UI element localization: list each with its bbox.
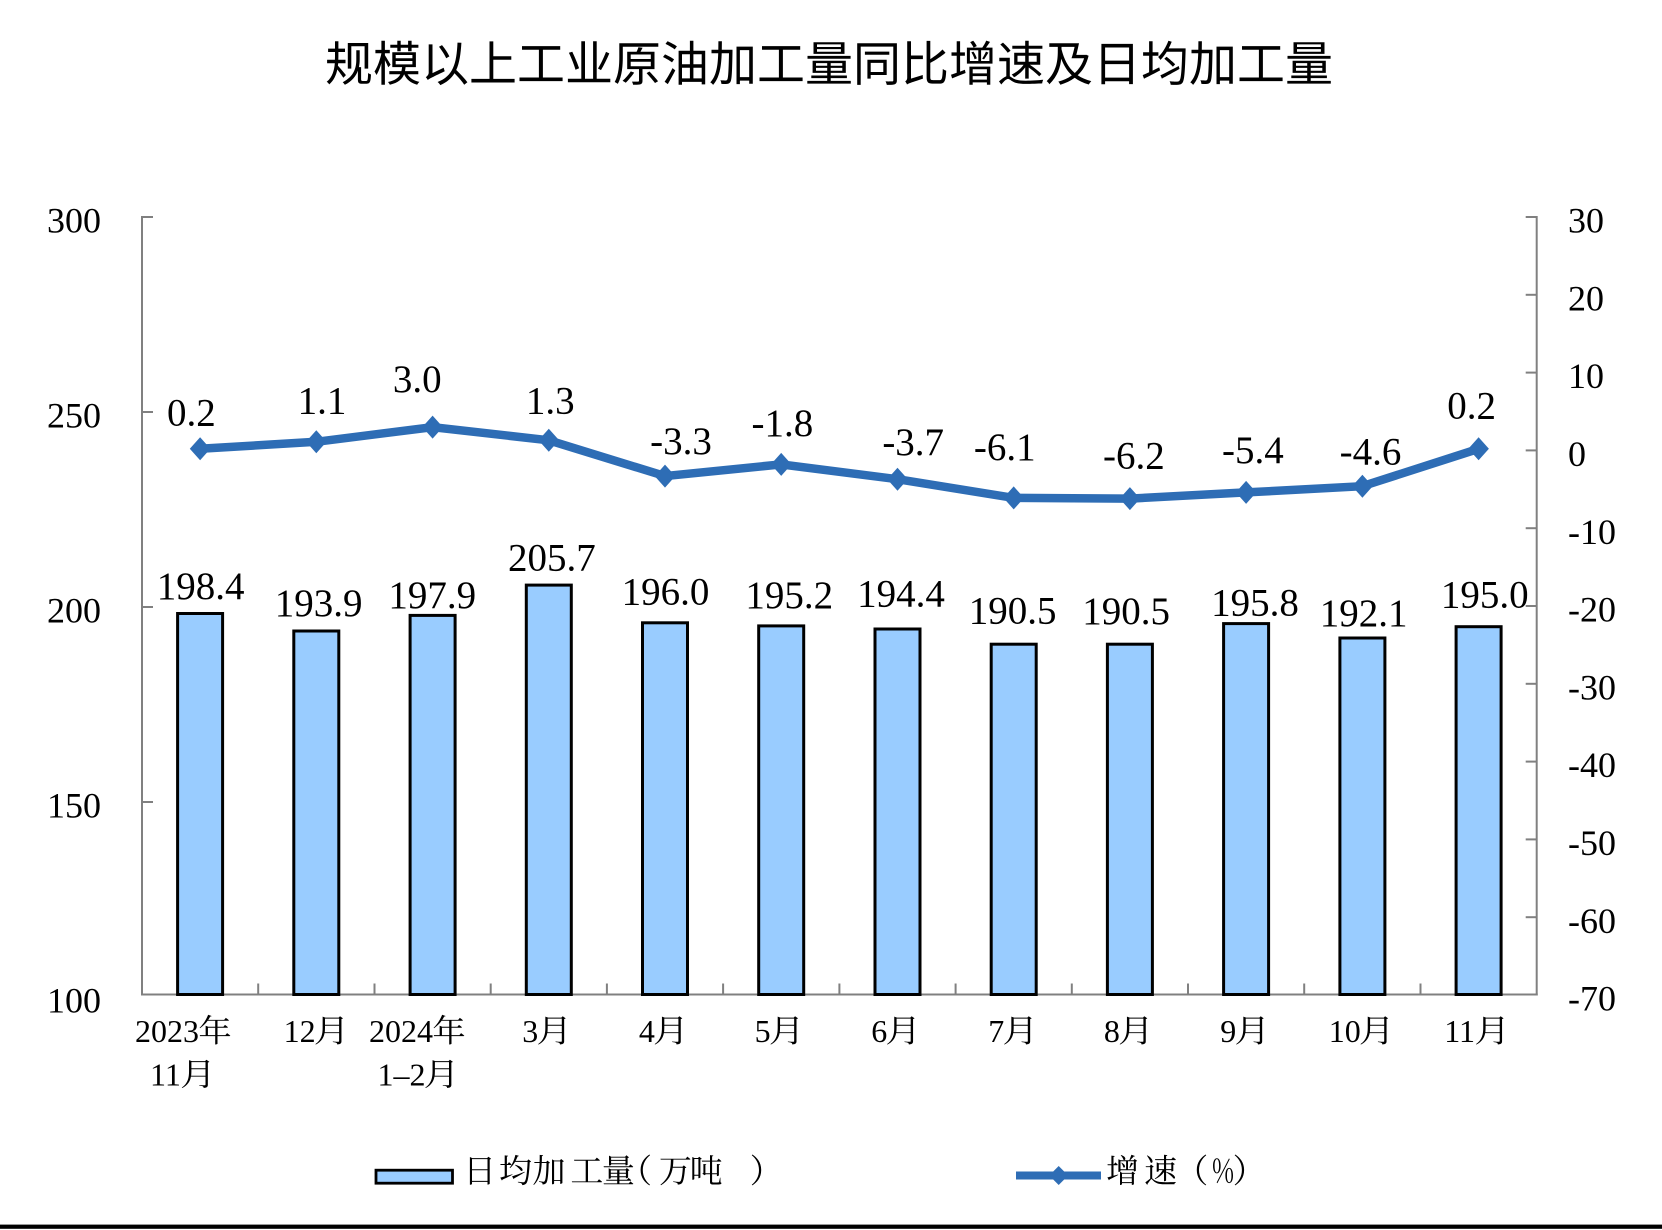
svg-text:2024: 2024 [369, 1013, 433, 1049]
svg-text:-30: -30 [1568, 667, 1616, 707]
svg-text:200: 200 [47, 591, 101, 631]
svg-text:20: 20 [1568, 278, 1604, 318]
svg-text:1.1: 1.1 [298, 380, 347, 423]
svg-text:0.2: 0.2 [167, 392, 216, 435]
svg-text:-6.2: -6.2 [1103, 435, 1165, 478]
svg-text:190.5: 190.5 [969, 590, 1057, 633]
svg-text:1.3: 1.3 [526, 380, 575, 423]
svg-text:10: 10 [1568, 356, 1604, 396]
svg-text:3: 3 [522, 1013, 538, 1049]
svg-text:4: 4 [639, 1013, 655, 1049]
svg-text:-3.7: -3.7 [882, 421, 944, 464]
svg-text:195.2: 195.2 [745, 574, 833, 617]
svg-text:11: 11 [1444, 1013, 1475, 1049]
svg-text:-10: -10 [1568, 512, 1616, 552]
svg-text:-40: -40 [1568, 745, 1616, 785]
svg-text:6: 6 [871, 1013, 887, 1049]
svg-text:30: 30 [1568, 201, 1604, 241]
svg-text:0: 0 [1568, 434, 1586, 474]
svg-text:192.1: 192.1 [1320, 592, 1408, 635]
svg-text:12: 12 [284, 1013, 316, 1049]
svg-text:-4.6: -4.6 [1340, 430, 1402, 473]
svg-text:11: 11 [150, 1057, 181, 1093]
svg-text:-6.1: -6.1 [974, 426, 1036, 469]
svg-text:-5.4: -5.4 [1222, 429, 1284, 472]
svg-text:198.4: 198.4 [157, 565, 245, 608]
svg-text:195.8: 195.8 [1211, 582, 1299, 625]
svg-text:-70: -70 [1568, 979, 1616, 1019]
svg-text:10: 10 [1329, 1013, 1361, 1049]
svg-text:-1.8: -1.8 [752, 402, 814, 445]
svg-text:150: 150 [47, 786, 101, 826]
svg-text:195.0: 195.0 [1441, 574, 1529, 617]
svg-text:190.5: 190.5 [1082, 590, 1170, 633]
svg-text:2023: 2023 [135, 1013, 199, 1049]
svg-text:7: 7 [988, 1013, 1004, 1049]
svg-text:5: 5 [755, 1013, 771, 1049]
svg-text:205.7: 205.7 [508, 536, 596, 579]
svg-text:1–2: 1–2 [378, 1057, 426, 1093]
svg-text:8: 8 [1104, 1013, 1120, 1049]
svg-text:197.9: 197.9 [388, 574, 476, 617]
svg-text:3.0: 3.0 [393, 358, 442, 401]
svg-text:194.4: 194.4 [857, 572, 945, 615]
svg-text:250: 250 [47, 396, 101, 436]
svg-text:0.2: 0.2 [1447, 385, 1496, 428]
svg-text:100: 100 [47, 981, 101, 1021]
svg-text:193.9: 193.9 [275, 582, 363, 625]
svg-text:-60: -60 [1568, 901, 1616, 941]
svg-text:-3.3: -3.3 [650, 420, 712, 463]
svg-text:196.0: 196.0 [622, 571, 710, 614]
svg-text:-50: -50 [1568, 823, 1616, 863]
svg-text:9: 9 [1220, 1013, 1236, 1049]
svg-text:300: 300 [47, 201, 101, 241]
svg-text:-20: -20 [1568, 590, 1616, 630]
